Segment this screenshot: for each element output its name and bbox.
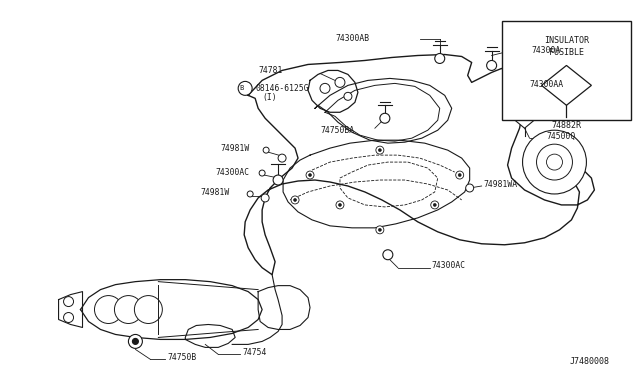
Circle shape <box>344 92 352 100</box>
Polygon shape <box>541 65 591 105</box>
Circle shape <box>320 83 330 93</box>
Text: 74300A: 74300A <box>532 46 561 55</box>
Text: 08146-6125G: 08146-6125G <box>255 84 308 93</box>
Circle shape <box>536 144 572 180</box>
Text: INSULATOR: INSULATOR <box>544 36 589 45</box>
Circle shape <box>383 250 393 260</box>
Text: 74300AC: 74300AC <box>432 261 466 270</box>
Text: FUSIBLE: FUSIBLE <box>549 48 584 57</box>
Text: 74981WA: 74981WA <box>484 180 518 189</box>
Text: B: B <box>239 85 243 92</box>
Circle shape <box>378 228 381 231</box>
Circle shape <box>291 196 299 204</box>
Circle shape <box>306 171 314 179</box>
Text: 74750B: 74750B <box>167 353 196 362</box>
Circle shape <box>294 198 296 202</box>
Circle shape <box>458 174 461 177</box>
Text: 74781: 74781 <box>258 66 282 75</box>
Circle shape <box>431 201 439 209</box>
Circle shape <box>466 184 474 192</box>
Polygon shape <box>513 108 536 128</box>
Circle shape <box>339 203 342 206</box>
Circle shape <box>435 54 445 64</box>
Circle shape <box>376 146 384 154</box>
Bar <box>502 20 631 120</box>
Text: 74750BA: 74750BA <box>320 126 354 135</box>
Circle shape <box>506 89 513 96</box>
Text: J7480008: J7480008 <box>570 357 609 366</box>
Circle shape <box>380 113 390 123</box>
Text: 74500Q: 74500Q <box>547 132 576 141</box>
Circle shape <box>378 149 381 152</box>
Text: 74300AB: 74300AB <box>335 34 369 43</box>
Circle shape <box>63 312 74 323</box>
Circle shape <box>263 147 269 153</box>
Circle shape <box>134 296 163 324</box>
Circle shape <box>273 175 283 185</box>
Text: 74981W: 74981W <box>200 189 230 198</box>
Circle shape <box>247 191 253 197</box>
Circle shape <box>278 154 286 162</box>
Circle shape <box>433 203 436 206</box>
Circle shape <box>308 174 312 177</box>
Circle shape <box>522 130 586 194</box>
Circle shape <box>335 77 345 87</box>
Text: 74882R: 74882R <box>552 121 582 130</box>
Text: 74981W: 74981W <box>220 144 250 153</box>
Circle shape <box>115 296 142 324</box>
Circle shape <box>376 226 384 234</box>
Circle shape <box>261 194 269 202</box>
Circle shape <box>132 339 138 344</box>
Circle shape <box>486 61 497 70</box>
Text: (I): (I) <box>262 93 276 102</box>
Circle shape <box>456 171 464 179</box>
Circle shape <box>129 334 142 349</box>
Circle shape <box>547 154 563 170</box>
Circle shape <box>259 170 265 176</box>
Circle shape <box>336 201 344 209</box>
Circle shape <box>95 296 122 324</box>
Circle shape <box>238 81 252 95</box>
Text: 74300AC: 74300AC <box>215 167 250 177</box>
Text: 74754: 74754 <box>242 348 266 357</box>
Text: 74300AA: 74300AA <box>529 80 564 89</box>
Circle shape <box>63 296 74 307</box>
